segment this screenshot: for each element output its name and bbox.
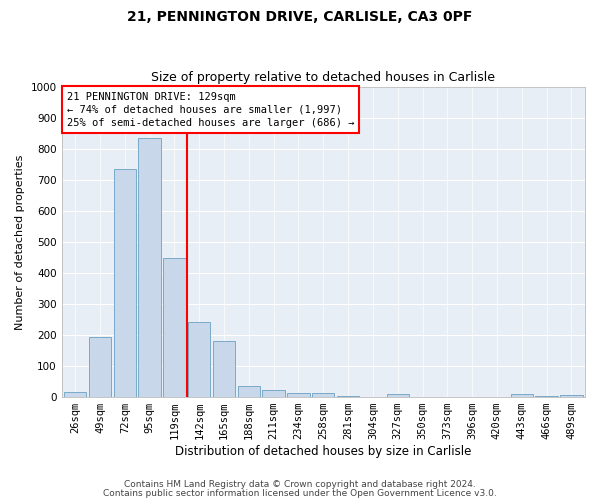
- Bar: [163, 258, 185, 396]
- Bar: [213, 342, 235, 396]
- Bar: [64, 392, 86, 396]
- Bar: [262, 390, 285, 396]
- Y-axis label: Number of detached properties: Number of detached properties: [15, 154, 25, 330]
- Bar: [386, 394, 409, 396]
- Bar: [511, 394, 533, 396]
- X-axis label: Distribution of detached houses by size in Carlisle: Distribution of detached houses by size …: [175, 444, 472, 458]
- Bar: [287, 392, 310, 396]
- Bar: [312, 393, 334, 396]
- Text: Contains HM Land Registry data © Crown copyright and database right 2024.: Contains HM Land Registry data © Crown c…: [124, 480, 476, 489]
- Title: Size of property relative to detached houses in Carlisle: Size of property relative to detached ho…: [151, 72, 495, 85]
- Bar: [238, 386, 260, 396]
- Bar: [89, 337, 111, 396]
- Bar: [560, 395, 583, 396]
- Text: 21 PENNINGTON DRIVE: 129sqm
← 74% of detached houses are smaller (1,997)
25% of : 21 PENNINGTON DRIVE: 129sqm ← 74% of det…: [67, 92, 354, 128]
- Bar: [188, 322, 211, 396]
- Text: Contains public sector information licensed under the Open Government Licence v3: Contains public sector information licen…: [103, 488, 497, 498]
- Bar: [139, 138, 161, 396]
- Bar: [113, 169, 136, 396]
- Text: 21, PENNINGTON DRIVE, CARLISLE, CA3 0PF: 21, PENNINGTON DRIVE, CARLISLE, CA3 0PF: [127, 10, 473, 24]
